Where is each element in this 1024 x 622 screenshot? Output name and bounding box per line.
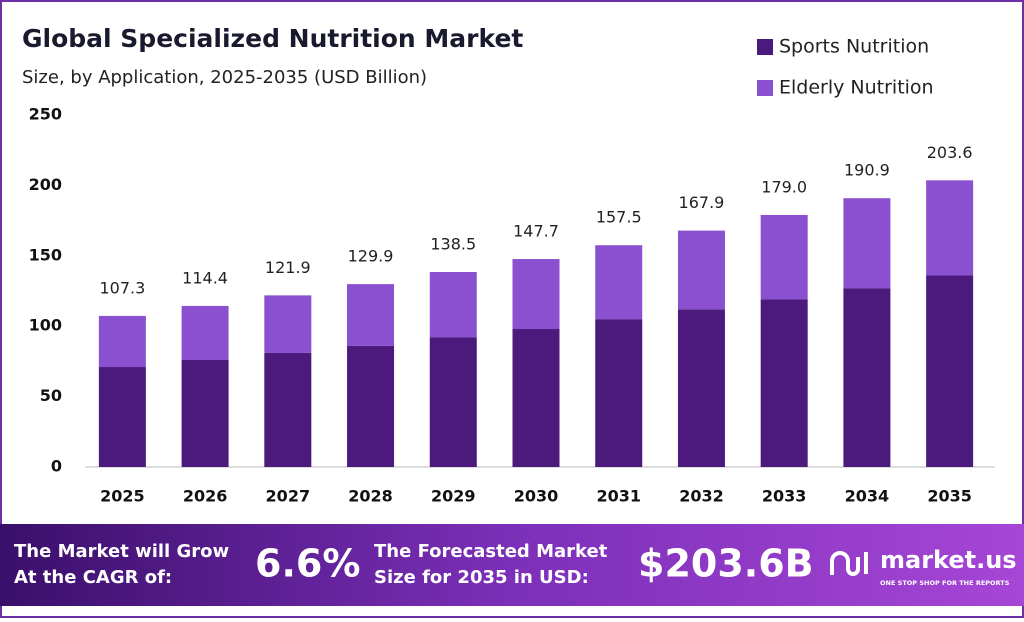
x-tick-label: 2026 (183, 487, 228, 506)
total-label: 190.9 (844, 161, 890, 180)
forecast-value: $203.6B (638, 542, 814, 586)
chart-title: Global Specialized Nutrition Market (22, 24, 523, 53)
bar-segment (595, 245, 643, 320)
bar-segment (98, 315, 146, 368)
total-label: 179.0 (761, 177, 807, 196)
legend-label: Elderly Nutrition (779, 77, 934, 99)
bar-segment (98, 367, 146, 467)
bar-segment (512, 329, 560, 467)
bar-segment (595, 319, 643, 467)
bar-segment (512, 259, 560, 330)
y-tick-label: 200 (29, 175, 62, 194)
cagr-value: 6.6% (255, 542, 360, 586)
bar-segment (677, 309, 725, 467)
x-tick-label: 2032 (679, 487, 724, 506)
bar-segment (760, 299, 808, 467)
bar-segment (843, 288, 891, 467)
bar-segment (429, 271, 477, 338)
cagr-text: The Market will Grow At the CAGR of: (14, 541, 229, 588)
total-label: 157.5 (596, 208, 642, 227)
x-tick-label: 2034 (845, 487, 890, 506)
bar-segment (760, 214, 808, 300)
x-tick-label: 2035 (927, 487, 972, 506)
forecast-text: The Forecasted Market Size for 2035 in US… (374, 541, 608, 588)
bar-segment (926, 180, 974, 276)
x-tick-label: 2031 (596, 487, 641, 506)
bar-segment (926, 275, 974, 467)
brand: market.us (880, 546, 1017, 574)
x-tick-label: 2030 (514, 487, 559, 506)
total-label: 147.7 (513, 222, 559, 241)
legend-swatch (757, 39, 773, 55)
chart-subtitle: Size, by Application, 2025-2035 (USD Bil… (22, 67, 427, 88)
legend-swatch (757, 80, 773, 96)
bar-segment (429, 337, 477, 467)
x-tick-label: 2028 (348, 487, 393, 506)
bar-segment (264, 352, 312, 467)
total-label: 129.9 (348, 247, 394, 266)
total-label: 203.6 (927, 143, 973, 162)
bar-segment (181, 305, 229, 360)
bar-segment (843, 198, 891, 289)
brand-logo (830, 551, 868, 576)
y-tick-label: 150 (29, 245, 62, 264)
banner (0, 524, 1024, 606)
x-tick-label: 2029 (431, 487, 476, 506)
bar-segment (677, 230, 725, 310)
y-tick-label: 0 (51, 457, 62, 476)
x-tick-label: 2033 (762, 487, 807, 506)
y-tick-label: 100 (29, 316, 62, 335)
bar-segment (347, 284, 395, 346)
total-label: 114.4 (182, 268, 228, 287)
total-label: 138.5 (430, 234, 476, 253)
total-label: 167.9 (679, 193, 725, 212)
x-tick-label: 2025 (100, 487, 145, 506)
legend-label: Sports Nutrition (779, 36, 929, 58)
bar-segment (181, 359, 229, 467)
x-tick-label: 2027 (266, 487, 311, 506)
bar-segment (264, 295, 312, 353)
total-label: 107.3 (99, 278, 145, 297)
tagline: ONE STOP SHOP FOR THE REPORTS (880, 579, 1010, 587)
y-tick-label: 50 (40, 386, 62, 405)
bar-segment (347, 345, 395, 467)
y-tick-label: 250 (29, 105, 62, 124)
total-label: 121.9 (265, 258, 311, 277)
